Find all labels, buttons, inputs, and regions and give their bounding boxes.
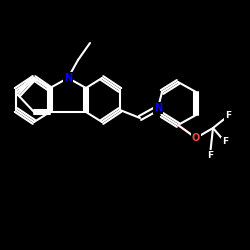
Text: F: F bbox=[222, 138, 228, 146]
Text: F: F bbox=[207, 150, 213, 160]
Text: F: F bbox=[225, 112, 231, 120]
Text: N: N bbox=[154, 103, 162, 113]
Text: O: O bbox=[192, 133, 200, 143]
Text: N: N bbox=[64, 73, 72, 83]
